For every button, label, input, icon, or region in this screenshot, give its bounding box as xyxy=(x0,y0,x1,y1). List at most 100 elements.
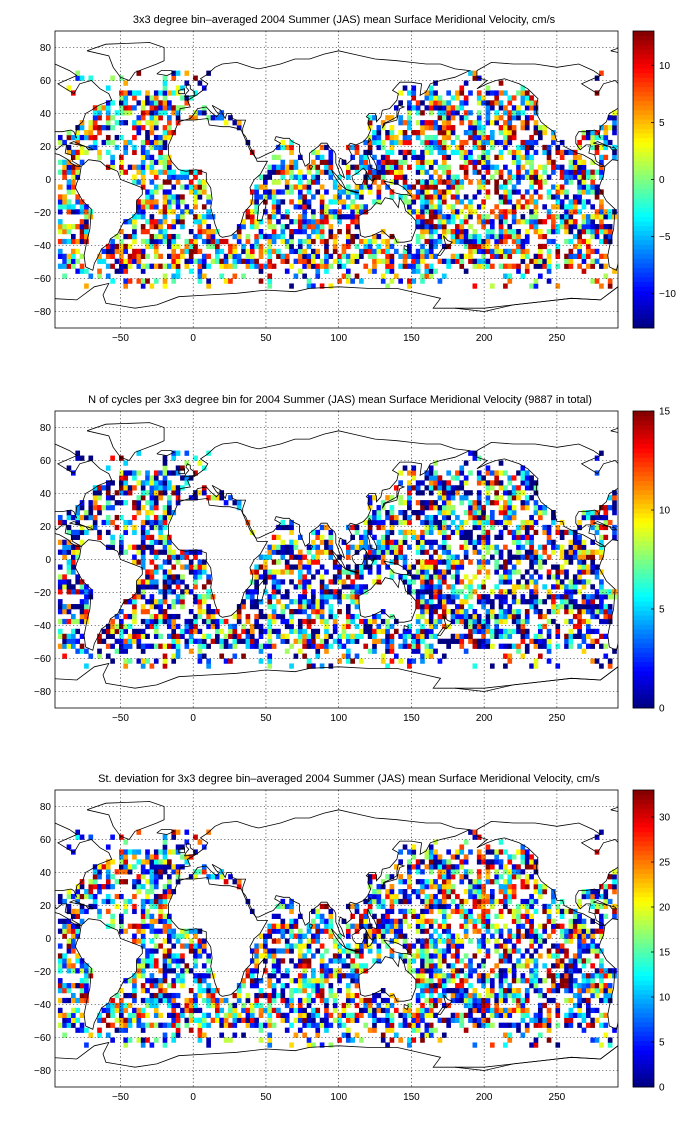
heatmap-cell xyxy=(446,559,451,565)
heatmap-cell xyxy=(599,154,604,160)
heatmap-cell xyxy=(302,253,307,259)
heatmap-cell xyxy=(572,633,578,639)
heatmap-cell xyxy=(393,273,399,279)
heatmap-cell xyxy=(564,219,569,225)
heatmap-cell xyxy=(494,519,499,526)
heatmap-cell xyxy=(62,1032,67,1038)
heatmap-cell xyxy=(520,144,526,151)
heatmap-cell xyxy=(402,263,408,269)
heatmap-cell xyxy=(119,253,124,259)
colorbar-segment xyxy=(633,536,654,542)
heatmap-cell xyxy=(245,263,251,269)
heatmap-cell xyxy=(75,829,81,835)
heatmap-cell xyxy=(603,263,609,269)
colorbar-segment xyxy=(633,601,654,607)
heatmap-cell xyxy=(516,179,521,185)
heatmap-cell xyxy=(520,623,526,630)
heatmap-cell xyxy=(472,544,478,550)
heatmap-cell xyxy=(489,209,495,215)
heatmap-cell xyxy=(551,139,556,146)
heatmap-cell xyxy=(437,510,443,516)
heatmap-cell xyxy=(511,134,517,141)
heatmap-cell xyxy=(66,224,72,230)
heatmap-cell xyxy=(424,648,430,654)
heatmap-cell xyxy=(258,633,264,639)
heatmap-cell xyxy=(446,100,451,106)
colorbar-segment xyxy=(633,666,654,672)
heatmap-cell xyxy=(149,534,155,540)
heatmap-cell xyxy=(92,898,98,905)
heatmap-cell xyxy=(88,144,94,151)
heatmap-cell xyxy=(433,214,438,220)
heatmap-cell xyxy=(420,139,425,146)
heatmap-cell xyxy=(136,495,142,501)
heatmap-cell xyxy=(249,209,255,215)
heatmap-cell xyxy=(337,189,342,195)
heatmap-cell xyxy=(271,169,277,175)
heatmap-cell xyxy=(459,154,465,160)
heatmap-cell xyxy=(92,115,98,121)
heatmap-cell xyxy=(293,229,299,235)
heatmap-cell xyxy=(289,243,294,250)
heatmap-cell xyxy=(498,564,504,570)
heatmap-cell xyxy=(594,248,600,255)
heatmap-cell xyxy=(537,164,543,170)
heatmap-cell xyxy=(529,599,534,605)
heatmap-cell xyxy=(350,613,355,620)
heatmap-cell xyxy=(71,933,76,939)
heatmap-cell xyxy=(71,604,76,610)
heatmap-cell xyxy=(481,154,486,160)
heatmap-cell xyxy=(581,134,587,141)
heatmap-cell xyxy=(79,1022,85,1028)
heatmap-cell xyxy=(529,564,534,570)
heatmap-cell xyxy=(433,559,438,565)
heatmap-cell xyxy=(328,554,334,560)
heatmap-cell xyxy=(433,648,438,654)
heatmap-cell xyxy=(167,179,172,185)
heatmap-cell xyxy=(105,1007,111,1014)
colorbar-segment xyxy=(633,263,654,269)
heatmap-cell xyxy=(193,233,198,240)
heatmap-cell xyxy=(284,633,290,639)
heatmap-cell xyxy=(585,169,591,175)
heatmap-cell xyxy=(363,179,369,185)
heatmap-cell xyxy=(123,248,129,255)
heatmap-cell xyxy=(590,569,596,575)
heatmap-cell xyxy=(267,273,273,279)
heatmap-cell xyxy=(315,263,321,269)
heatmap-cell xyxy=(359,189,364,195)
heatmap-cell xyxy=(450,510,456,516)
heatmap-cell xyxy=(145,229,150,235)
heatmap-cell xyxy=(228,643,233,649)
heatmap-cell xyxy=(568,224,574,230)
heatmap-cell xyxy=(324,584,329,590)
heatmap-cell xyxy=(350,238,355,245)
heatmap-cell xyxy=(568,263,574,269)
heatmap-cell xyxy=(140,658,146,664)
heatmap-cell xyxy=(385,663,390,669)
heatmap-cell xyxy=(254,194,259,200)
heatmap-cell xyxy=(110,243,115,250)
heatmap-cell xyxy=(489,105,495,111)
heatmap-cell xyxy=(71,584,76,590)
heatmap-cell xyxy=(520,584,526,590)
heatmap-cell xyxy=(398,539,403,545)
heatmap-cell xyxy=(590,204,596,210)
heatmap-cell xyxy=(476,214,482,220)
heatmap-cell xyxy=(153,278,159,284)
heatmap-cell xyxy=(472,70,478,76)
heatmap-cell xyxy=(476,110,482,116)
heatmap-cell xyxy=(494,248,499,255)
heatmap-cell xyxy=(472,263,478,269)
heatmap-cell xyxy=(441,579,447,585)
heatmap-cell xyxy=(603,519,609,526)
heatmap-cell xyxy=(284,189,290,195)
colorbar-segment xyxy=(633,652,654,658)
heatmap-cell xyxy=(590,278,596,284)
heatmap-cell xyxy=(258,278,264,284)
heatmap-cell xyxy=(75,579,81,585)
heatmap-cell xyxy=(289,599,294,605)
heatmap-cell xyxy=(332,258,338,264)
colorbar-segment xyxy=(633,587,654,593)
heatmap-cell xyxy=(568,199,574,205)
